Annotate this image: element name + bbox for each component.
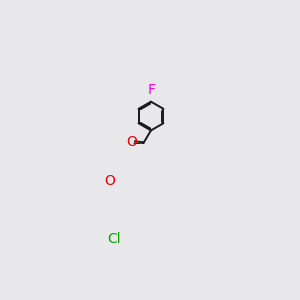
Text: Cl: Cl	[107, 232, 121, 246]
Text: F: F	[147, 83, 155, 97]
Text: O: O	[104, 174, 115, 188]
Text: O: O	[126, 135, 137, 149]
